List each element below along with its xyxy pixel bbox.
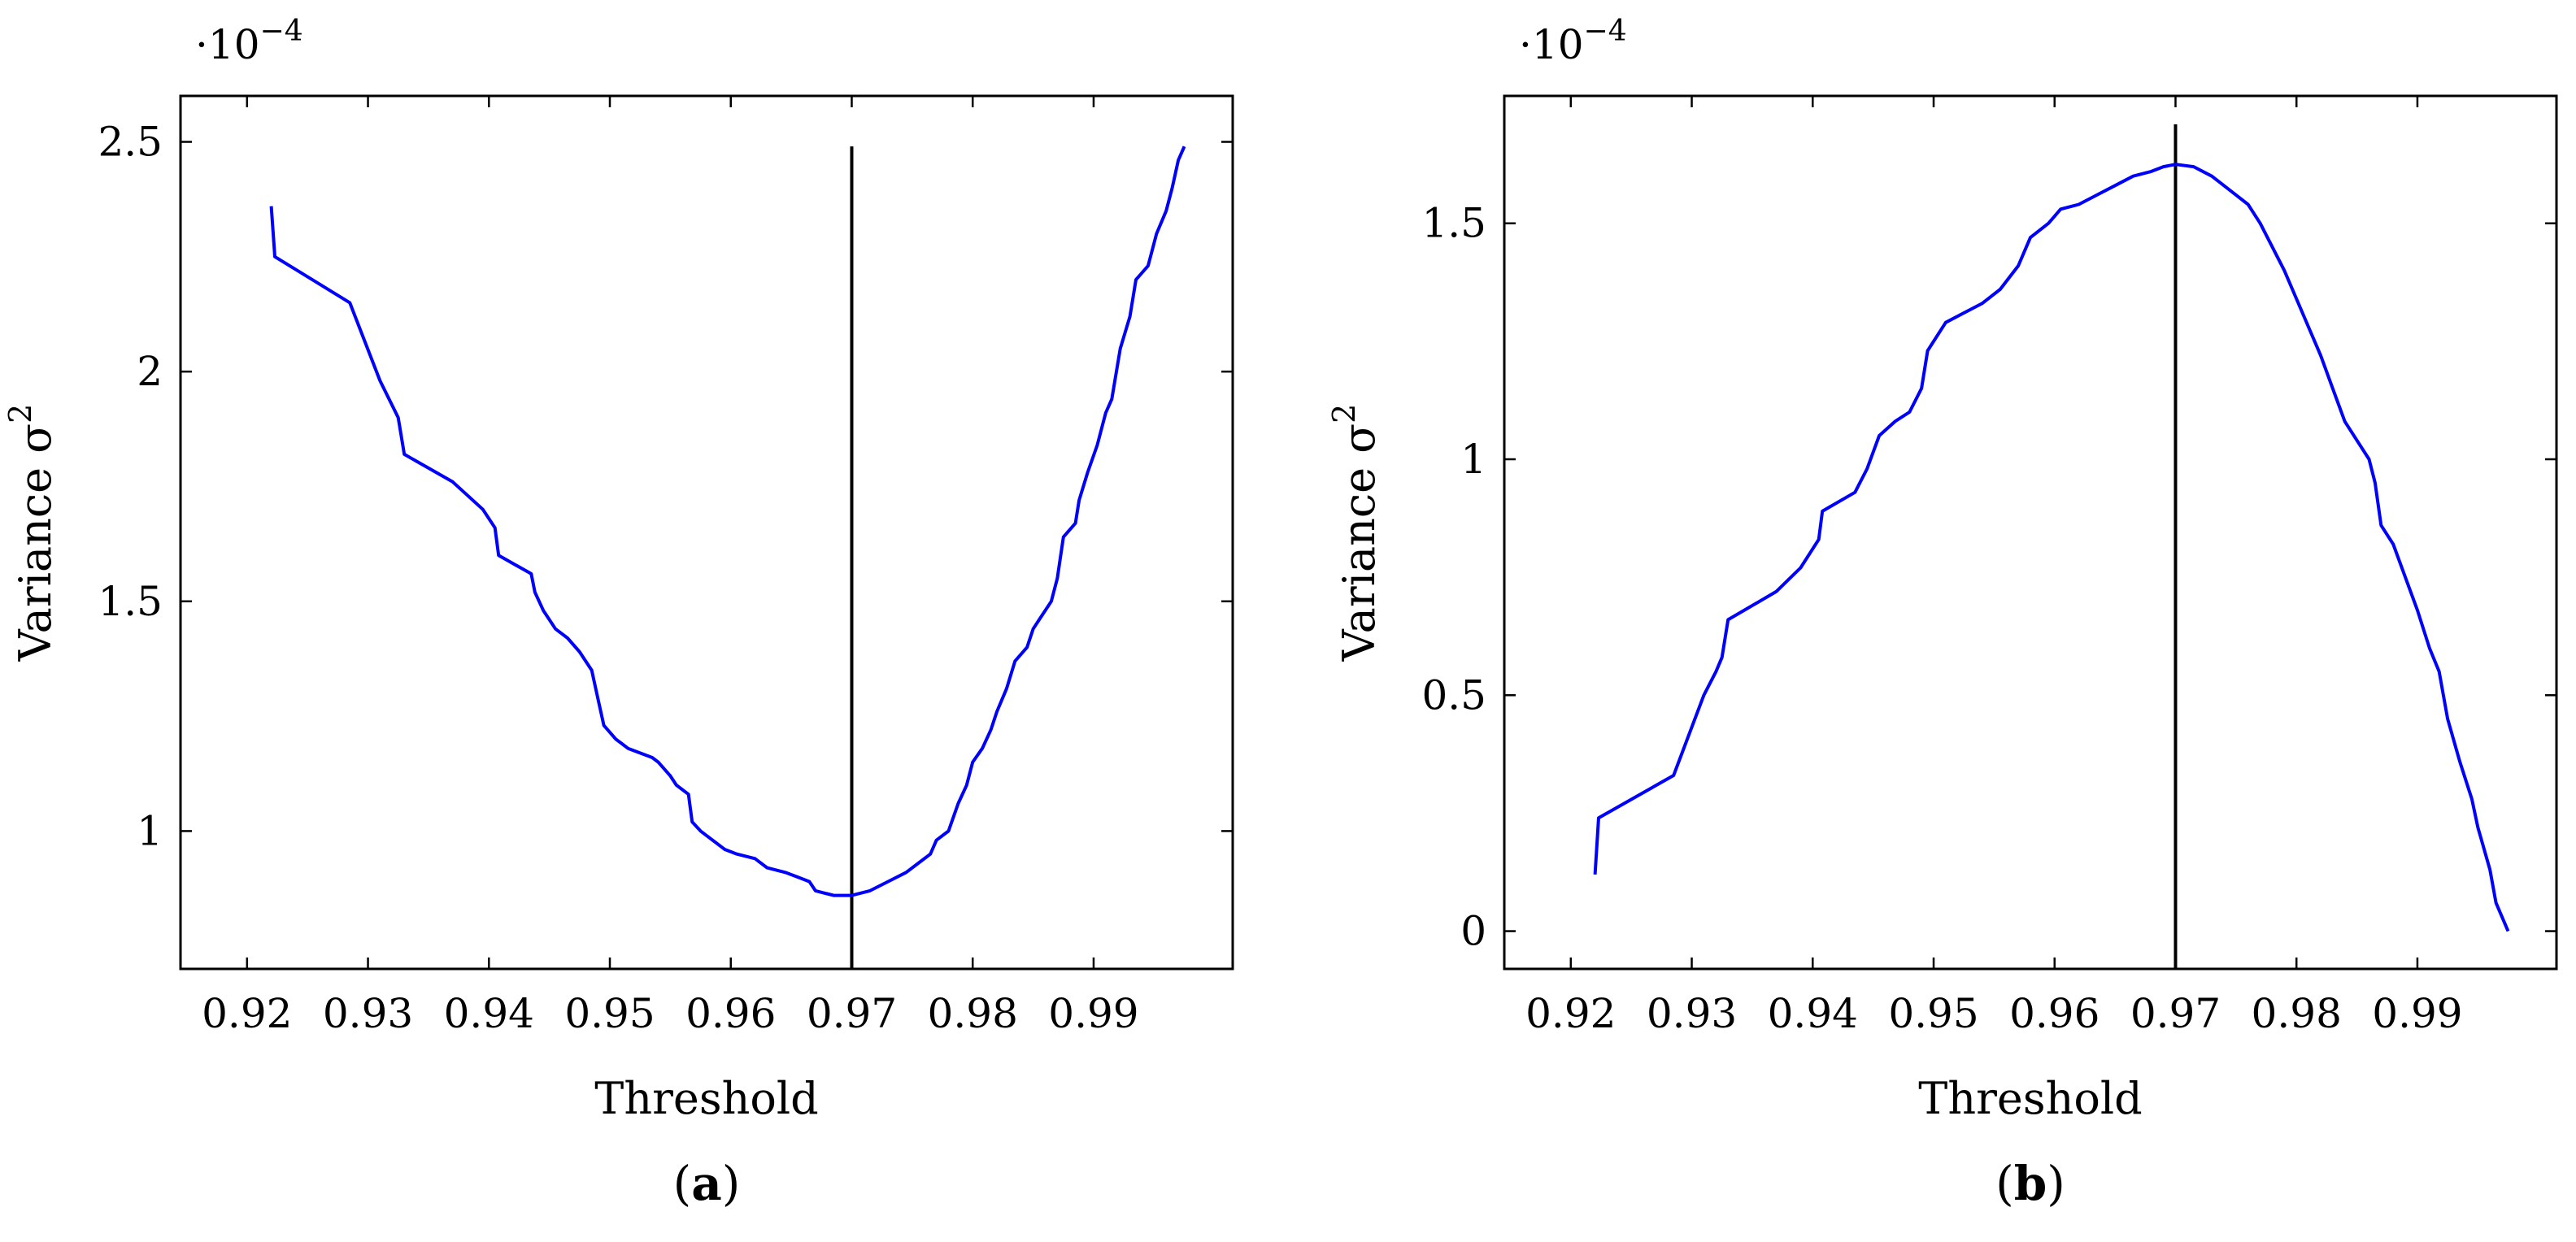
x-tick-label: 0.97: [807, 990, 897, 1037]
y-axis-label: Variance σ2: [2, 404, 61, 662]
x-axis-label: Threshold: [1918, 1073, 2142, 1124]
x-tick-label: 0.96: [2009, 990, 2100, 1037]
chart-panel-1: 0.92 0.93 0.94 0.95 0.96 0.97 0.98 0.99 0 0.5 1 1.5…: [1326, 15, 2558, 1211]
panel-label-letter: a: [691, 1156, 722, 1211]
x-tick-label: 0.99: [2372, 990, 2462, 1037]
y-scale-factor: ·10−4: [1519, 15, 1627, 68]
y-tick-label: 2.5: [98, 119, 163, 166]
y-scale-base: ·10: [1519, 21, 1584, 68]
x-axis-label: Threshold: [594, 1073, 818, 1124]
y-tick-label: 2: [137, 348, 163, 395]
y-scale-exponent: −4: [1584, 15, 1627, 48]
x-tick-label: 0.95: [1888, 990, 1978, 1037]
panel-label-close: ): [722, 1156, 741, 1211]
x-tick-label: 0.96: [685, 990, 776, 1037]
panel-label: (a): [673, 1156, 741, 1211]
x-tick-label: 0.93: [1647, 990, 1737, 1037]
panel-label-open: (: [673, 1156, 692, 1211]
x-tick-label: 0.95: [564, 990, 655, 1037]
x-tick-label: 0.98: [928, 990, 1018, 1037]
x-tick-label: 0.92: [202, 990, 292, 1037]
x-tick-label: 0.97: [2130, 990, 2221, 1037]
y-axis-label-text: Variance σ: [10, 423, 61, 662]
x-tick-label: 0.99: [1048, 990, 1138, 1037]
y-scale-exponent: −4: [260, 15, 303, 48]
y-scale-factor: ·10−4: [195, 15, 303, 68]
y-axis-label: Variance σ2: [1326, 404, 1385, 662]
y-tick-label: 0.5: [1421, 671, 1486, 719]
y-scale-base: ·10: [195, 21, 260, 68]
variance-series-line: [269, 145, 1186, 897]
y-tick-label: 1.5: [98, 578, 163, 625]
x-tick-label: 0.93: [323, 990, 413, 1037]
x-tick-label: 0.94: [1768, 990, 1858, 1037]
panel-label-letter: b: [2014, 1156, 2047, 1211]
panel-label-close: ): [2047, 1156, 2065, 1211]
panel-label: (b): [1995, 1156, 2065, 1211]
plot-frame: [1503, 94, 2558, 971]
chart-panel-0: 0.92 0.93 0.94 0.95 0.96 0.97 0.98 0.99 1 1.5 2 2.5…: [2, 15, 1234, 1211]
y-tick-label: 1.5: [1421, 200, 1486, 247]
y-axis-label-text: Variance σ: [1334, 423, 1385, 662]
x-tick-label: 0.98: [2252, 990, 2342, 1037]
x-tick-label: 0.94: [444, 990, 534, 1037]
y-axis-label-superscript: 2: [1326, 404, 1362, 423]
y-axis-label-superscript: 2: [2, 404, 38, 423]
panel-label-open: (: [1995, 1156, 2014, 1211]
plot-frame: [179, 94, 1234, 971]
variance-series-line: [1593, 163, 2510, 932]
x-tick-label: 0.92: [1525, 990, 1616, 1037]
y-tick-label: 1: [137, 807, 163, 854]
y-tick-label: 1: [1460, 436, 1486, 483]
y-tick-label: 0: [1460, 908, 1486, 955]
